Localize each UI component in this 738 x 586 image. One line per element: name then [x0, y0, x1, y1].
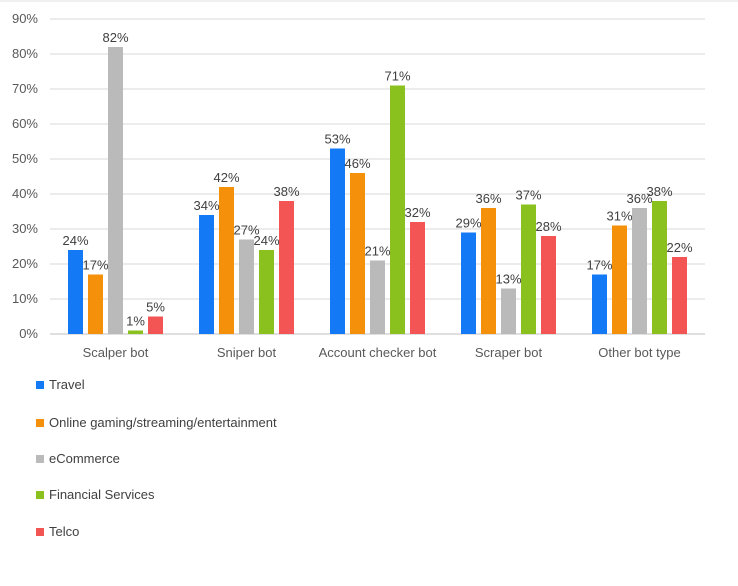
legend-label: Online gaming/streaming/entertainment	[49, 415, 277, 430]
data-label: 1%	[126, 314, 145, 329]
data-label: 36%	[626, 191, 652, 206]
bar	[108, 47, 123, 334]
y-tick-label: 0%	[19, 326, 38, 341]
legend-label: Financial Services	[49, 487, 155, 502]
data-label: 38%	[273, 184, 299, 199]
legend-swatch	[36, 491, 44, 499]
bar	[68, 250, 83, 334]
legend-label: eCommerce	[49, 451, 120, 466]
data-label: 37%	[515, 188, 541, 203]
legend-label: Telco	[49, 524, 80, 539]
bar	[370, 260, 385, 334]
legend-label: Travel	[49, 377, 85, 392]
y-axis-ticks: 0% 10% 20% 30% 40% 50% 60% 70% 80% 90%	[12, 11, 38, 341]
data-label: 31%	[606, 209, 632, 224]
y-tick-label: 30%	[12, 221, 38, 236]
y-tick-label: 40%	[12, 186, 38, 201]
bar	[592, 274, 607, 334]
y-tick-label: 60%	[12, 116, 38, 131]
bar	[259, 250, 274, 334]
bar	[461, 232, 476, 334]
bar	[330, 148, 345, 334]
bar	[521, 204, 536, 334]
y-tick-label: 10%	[12, 291, 38, 306]
x-tick-label: Scalper bot	[83, 345, 149, 360]
legend-swatch	[36, 419, 44, 427]
bar	[410, 222, 425, 334]
bar	[632, 208, 647, 334]
bar	[350, 173, 365, 334]
x-tick-label: Account checker bot	[319, 345, 437, 360]
bar	[390, 85, 405, 334]
data-label: 5%	[146, 300, 165, 315]
data-label: 82%	[102, 30, 128, 45]
data-label: 38%	[646, 184, 672, 199]
y-tick-label: 80%	[12, 46, 38, 61]
y-tick-label: 70%	[12, 81, 38, 96]
data-label: 28%	[535, 219, 561, 234]
bars	[68, 47, 687, 334]
bar	[88, 274, 103, 334]
bar	[239, 239, 254, 334]
bar	[199, 215, 214, 334]
data-label: 27%	[233, 223, 259, 238]
data-label: 42%	[213, 170, 239, 185]
legend-swatch	[36, 455, 44, 463]
y-tick-label: 20%	[12, 256, 38, 271]
x-tick-label: Scraper bot	[475, 345, 543, 360]
data-label: 13%	[495, 272, 521, 287]
x-tick-label: Sniper bot	[217, 345, 277, 360]
data-label: 24%	[62, 233, 88, 248]
data-label: 71%	[384, 69, 410, 84]
bar	[672, 257, 687, 334]
bar	[652, 201, 667, 334]
data-labels: 24%17%82%1%5%34%42%27%24%38%53%46%21%71%…	[62, 30, 692, 329]
data-label: 22%	[666, 240, 692, 255]
data-label: 17%	[82, 258, 108, 273]
data-label: 46%	[344, 156, 370, 171]
data-label: 34%	[193, 198, 219, 213]
bar	[612, 225, 627, 334]
data-label: 32%	[404, 205, 430, 220]
bar	[279, 201, 294, 334]
bar	[128, 330, 143, 334]
bar	[541, 236, 556, 334]
data-label: 53%	[324, 132, 350, 147]
bar	[148, 316, 163, 334]
data-label: 24%	[253, 233, 279, 248]
data-label: 36%	[475, 191, 501, 206]
bar	[501, 288, 516, 334]
bar	[481, 208, 496, 334]
bar	[219, 187, 234, 334]
data-label: 17%	[586, 258, 612, 273]
data-label: 29%	[455, 216, 481, 231]
x-axis-ticks: Scalper bot Sniper bot Account checker bot…	[83, 345, 681, 360]
legend-swatch	[36, 528, 44, 536]
data-label: 21%	[364, 244, 390, 259]
x-tick-label: Other bot type	[598, 345, 680, 360]
legend-swatch	[36, 381, 44, 389]
y-tick-label: 50%	[12, 151, 38, 166]
y-tick-label: 90%	[12, 11, 38, 26]
